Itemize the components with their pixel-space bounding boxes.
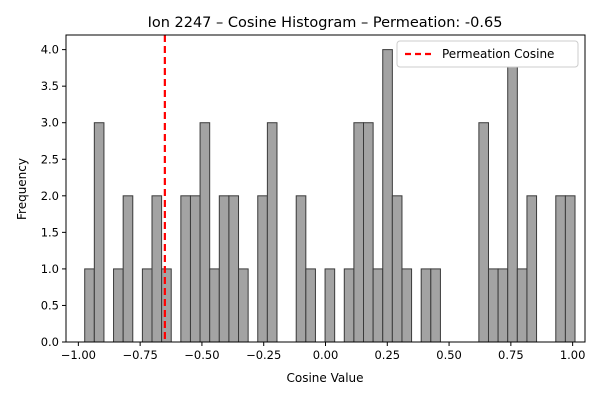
y-tick-label: 0.0 (41, 335, 59, 349)
x-axis-label: Cosine Value (286, 371, 363, 385)
histogram-bar (84, 268, 95, 343)
histogram-bar (372, 268, 384, 343)
histogram-bar (295, 195, 307, 343)
histogram-bar (141, 268, 153, 343)
histogram-bar (343, 268, 355, 343)
histogram-bar (180, 195, 191, 343)
legend-label: Permeation Cosine (442, 47, 554, 61)
y-tick-label: 2.5 (41, 152, 59, 166)
y-axis-ticks: 0.0 0.5 1.0 1.5 2.0 2.5 3.0 3.5 4.0 (41, 43, 66, 349)
histogram-bar (555, 195, 566, 343)
x-tick-label: 0.00 (313, 348, 339, 362)
x-tick-label: −0.75 (123, 348, 158, 362)
histogram-bar (151, 195, 163, 343)
x-tick-label: −0.25 (246, 348, 281, 362)
histogram-bar (228, 195, 240, 343)
histogram-bar (266, 122, 278, 343)
histogram-bar (353, 122, 365, 343)
histogram-bar (507, 49, 518, 343)
histogram-bar (516, 268, 528, 343)
y-tick-label: 0.5 (41, 298, 59, 312)
histogram-bar (382, 49, 393, 343)
histogram-bar (161, 268, 172, 343)
histogram-bar (257, 195, 268, 343)
chart-title: Ion 2247 – Cosine Histogram – Permeation… (148, 15, 503, 31)
x-tick-label: 1.00 (560, 348, 586, 362)
x-tick-label: 0.50 (436, 348, 462, 362)
histogram-bar (218, 195, 230, 343)
x-tick-label: −0.50 (184, 348, 219, 362)
histogram-bar (564, 195, 576, 343)
histogram-bar (122, 195, 134, 343)
y-axis-label: Frequency (15, 158, 29, 220)
histogram-bar (420, 268, 432, 343)
histogram-bar (391, 195, 403, 343)
y-tick-label: 2.0 (41, 189, 59, 203)
histogram-bar (363, 122, 374, 343)
histogram-bar (209, 268, 220, 343)
x-axis-ticks: −1.00 −0.75 −0.50 −0.25 0.00 0.25 0.50 0.75 1.00 (61, 342, 586, 362)
histogram-bar (238, 268, 249, 343)
x-tick-label: 0.25 (374, 348, 400, 362)
x-tick-label: 0.75 (498, 348, 524, 362)
histogram-bar (324, 268, 336, 343)
x-tick-label: −1.00 (61, 348, 96, 362)
histogram-bar (93, 122, 105, 343)
y-tick-label: 3.5 (41, 79, 59, 93)
y-tick-label: 1.5 (41, 225, 59, 239)
histogram-bar (305, 268, 316, 343)
histogram-bar (199, 122, 211, 343)
histogram-bar (113, 268, 124, 343)
y-tick-label: 1.0 (41, 262, 59, 276)
legend: Permeation Cosine (396, 40, 579, 68)
y-tick-label: 4.0 (41, 43, 59, 57)
bars-group (84, 49, 576, 343)
histogram-bar (487, 268, 499, 343)
y-tick-label: 3.0 (41, 116, 59, 130)
histogram-bar (497, 268, 509, 343)
histogram-bar (189, 195, 201, 343)
histogram-bar (430, 268, 441, 343)
histogram-bar (401, 268, 413, 343)
histogram-bar (526, 195, 538, 343)
histogram-bar (478, 122, 489, 343)
legend-box (396, 40, 579, 68)
